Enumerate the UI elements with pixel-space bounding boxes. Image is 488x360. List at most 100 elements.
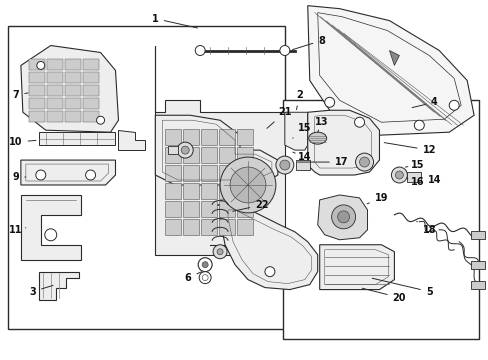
Circle shape [324,97,334,107]
Polygon shape [21,45,118,132]
Circle shape [202,262,208,268]
Bar [82,111,99,122]
Polygon shape [307,110,379,175]
Circle shape [355,153,373,171]
Bar [201,219,217,235]
Polygon shape [155,45,285,255]
Bar [237,147,252,163]
Bar [47,98,62,109]
Circle shape [217,249,223,255]
Bar [183,219,199,235]
Text: 22: 22 [232,200,268,211]
Bar [470,280,484,289]
Circle shape [395,171,403,179]
Polygon shape [21,195,81,260]
Polygon shape [285,112,307,150]
Polygon shape [319,245,394,289]
Bar [237,219,252,235]
Bar [201,201,217,217]
Text: 19: 19 [366,193,387,204]
Polygon shape [317,195,367,240]
Text: 1: 1 [152,14,197,28]
Circle shape [220,157,275,213]
Bar [64,85,81,96]
Bar [470,231,484,239]
Bar [165,219,181,235]
Circle shape [45,229,57,241]
Bar [219,183,235,199]
Bar [64,72,81,84]
Polygon shape [21,160,115,185]
Text: 18: 18 [416,221,435,235]
Bar [219,165,235,181]
Bar [29,111,45,122]
Text: 8: 8 [292,36,325,50]
Bar [183,129,199,145]
Bar [29,98,45,109]
Bar [237,183,252,199]
Bar [82,85,99,96]
Bar [64,111,81,122]
Bar [237,201,252,217]
Text: 3: 3 [29,285,53,297]
Bar [29,85,45,96]
Bar [168,146,178,154]
Circle shape [337,211,349,223]
Text: 4: 4 [411,97,437,108]
Circle shape [199,272,211,284]
Bar [82,98,99,109]
Text: 21: 21 [266,107,291,128]
Polygon shape [118,130,145,150]
Circle shape [359,157,369,167]
Circle shape [354,117,364,127]
Bar [165,147,181,163]
Text: 17: 17 [297,157,347,167]
Polygon shape [317,13,460,122]
Bar [47,85,62,96]
Bar [219,201,235,217]
Circle shape [448,100,458,110]
Polygon shape [39,272,79,300]
Text: 5: 5 [371,278,432,297]
Bar [282,100,478,339]
Polygon shape [220,205,317,289]
Circle shape [275,156,293,174]
Text: 20: 20 [362,288,406,302]
Circle shape [181,146,189,154]
Circle shape [195,45,205,55]
Text: 12: 12 [384,143,435,155]
Circle shape [37,62,45,69]
Circle shape [279,160,289,170]
Polygon shape [39,132,115,145]
Bar [219,219,235,235]
Text: 10: 10 [9,137,36,147]
Circle shape [279,45,289,55]
Bar [165,129,181,145]
Text: 14: 14 [292,152,311,162]
Bar [165,183,181,199]
Circle shape [390,167,407,183]
Text: 15: 15 [405,160,423,170]
Bar [201,183,217,199]
Circle shape [36,170,46,180]
Text: 15: 15 [292,123,311,138]
Circle shape [85,170,95,180]
Bar [219,147,235,163]
Bar [201,165,217,181]
Bar [64,59,81,71]
Bar [82,59,99,71]
Ellipse shape [308,132,326,144]
Bar [165,201,181,217]
Text: 2: 2 [296,90,303,109]
Bar [47,72,62,84]
Bar [47,111,62,122]
Bar [470,261,484,269]
Polygon shape [388,50,399,66]
Circle shape [96,116,104,124]
Bar [183,201,199,217]
Bar [82,72,99,84]
Circle shape [177,142,193,158]
Bar [29,59,45,71]
Text: 13: 13 [314,117,328,132]
Text: 6: 6 [184,272,201,283]
